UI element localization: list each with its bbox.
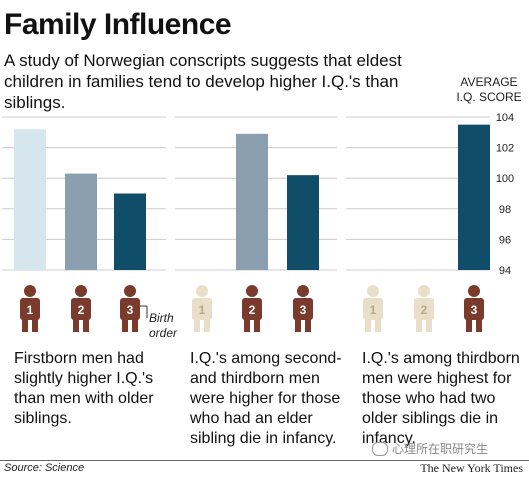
watermark: 心理所在职研究生 [372,440,488,457]
panel1-description-line: than men with older [14,390,154,407]
panel1-description-line: Firstborn men had [14,350,144,367]
y-tick-label: 98 [499,204,511,216]
birth-order-number: 1 [199,303,206,317]
credit-label: The New York Times [420,461,523,475]
birth-order-label: order [149,326,178,340]
y-tick-label: 104 [496,112,514,124]
chart-subtitle: A study of Norwegian conscripts suggests… [4,51,402,112]
panel2-description-line: sibling die in infancy. [190,430,337,447]
person-icon: 3 [120,285,140,332]
panel3-description-line: older siblings die in [362,410,499,427]
wechat-icon [372,441,388,456]
panel3-description-line: those who had two [362,390,496,407]
y-tick-label: 94 [499,265,511,277]
panel3-description: I.Q.'s among thirdborn men were highest … [362,349,527,449]
person-icon: 2 [242,285,262,332]
panel2-description-line: who had an elder [190,410,313,427]
y-axis-title-line1: AVERAGE [460,75,518,89]
person-icon: 1 [363,285,383,332]
source-label: Source: Science [4,462,85,474]
chart-title: Family Influence [4,8,232,41]
panel2-description: I.Q.'s among second- and thirdborn men w… [190,349,360,449]
birth-order-number: 1 [27,303,34,317]
birth-order-number: 2 [78,303,85,317]
bar-birth-order-2 [65,173,97,270]
panel1-description: Firstborn men had slightly higher I.Q.'s… [14,349,174,429]
birth-order-number: 3 [471,303,478,317]
bar-birth-order-3 [287,175,319,270]
y-axis-title-line2: I.Q. SCORE [456,90,522,104]
person-icon: 2 [71,285,91,332]
birth-order-number: 3 [300,303,307,317]
y-tick-label: 96 [499,234,511,246]
panel2-description-line: and thirdborn men [190,370,320,387]
y-tick-label: 102 [496,143,514,155]
birth-order-number: 2 [421,303,428,317]
person-icon: 2 [414,285,434,332]
panel1-description-line: siblings. [14,410,72,427]
panel2-description-line: I.Q.'s among second- [190,350,342,367]
bar-birth-order-2 [236,133,268,270]
y-tick-label: 100 [496,173,514,185]
bar-birth-order-1 [14,129,46,270]
footer-divider [0,460,529,461]
panel2-description-line: were higher for those [190,390,341,407]
person-icon: 3 [293,285,313,332]
watermark-text: 心理所在职研究生 [392,442,489,456]
birth-order-label: Birth [149,311,174,325]
panel1-description-line: slightly higher I.Q.'s [14,370,154,387]
birth-order-number: 3 [127,303,134,317]
y-axis-title: AVERAGE I.Q. SCORE [452,75,526,105]
birth-order-number: 2 [249,303,256,317]
panel3-description-line: men were highest for [362,370,512,387]
bar-birth-order-3 [114,193,146,270]
person-icon: 1 [192,285,212,332]
person-icon: 1 [20,285,40,332]
person-icon: 3 [464,285,484,332]
birth-order-number: 1 [370,303,377,317]
bar-birth-order-3 [458,124,490,271]
panel3-description-line: I.Q.'s among thirdborn [362,350,520,367]
